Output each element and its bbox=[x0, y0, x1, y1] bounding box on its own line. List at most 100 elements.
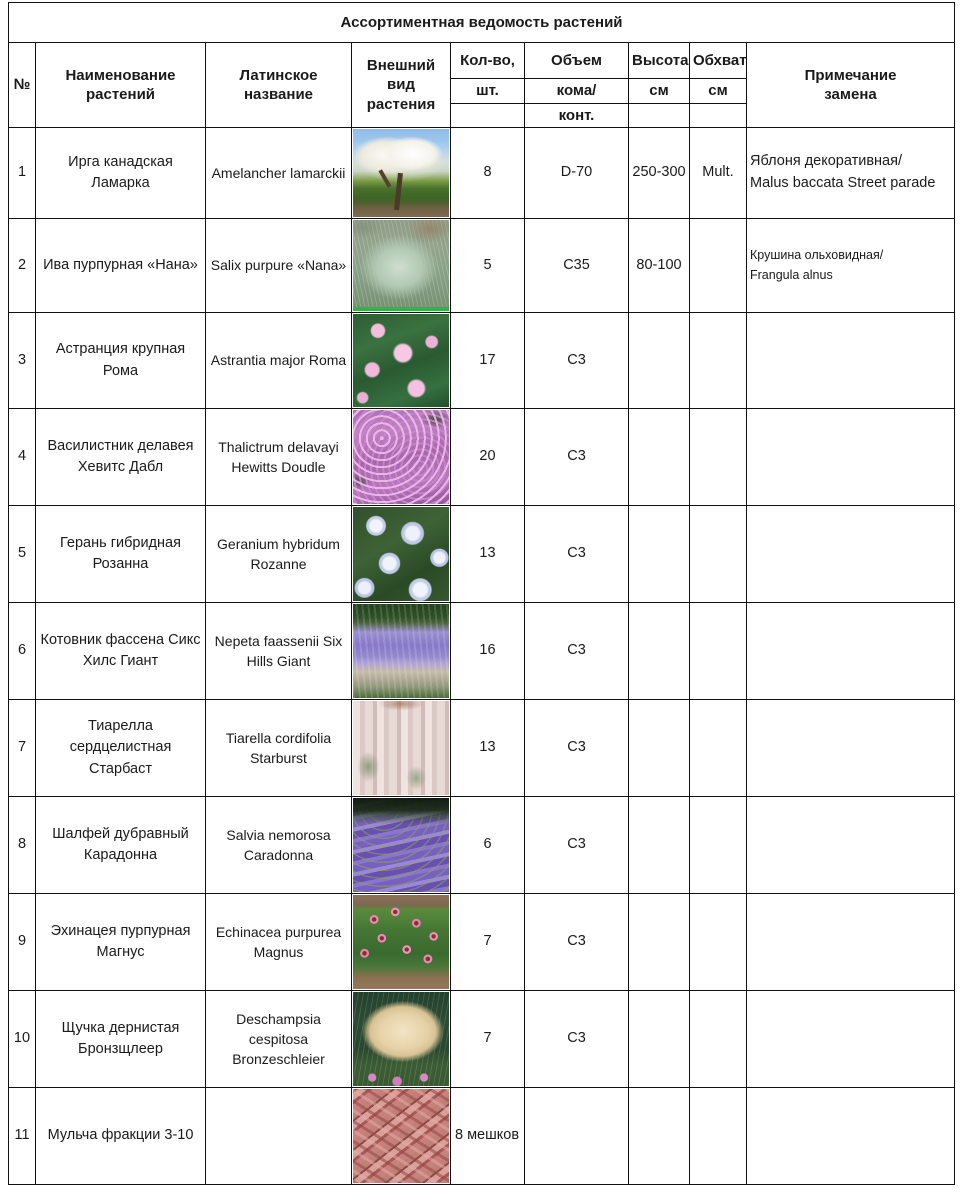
row-number: 7 bbox=[8, 699, 36, 797]
plant-name: Мульча фракции 3-10 bbox=[35, 1087, 206, 1185]
col-header-number: № bbox=[8, 42, 36, 128]
col-header-appearance: Внешний вид растения bbox=[351, 42, 451, 128]
table-row: 7 Тиарелла сердцелистная Старбаст Tiarel… bbox=[8, 699, 956, 797]
col-header-quantity-empty bbox=[450, 102, 525, 128]
table-row: 10 Щучка дернистая Бронзщлеер Deschampsi… bbox=[8, 990, 956, 1088]
latin-name: Astrantia major Roma bbox=[205, 312, 352, 409]
height-value bbox=[628, 602, 690, 700]
volume-value: C3 bbox=[524, 990, 629, 1088]
plant-photo-cell bbox=[351, 1087, 451, 1185]
row-number: 3 bbox=[8, 312, 36, 409]
table-row: 1 Ирга канадская Ламарка Amelancher lama… bbox=[8, 127, 956, 219]
col-header-latin-name: Латинское название bbox=[205, 42, 352, 128]
height-value bbox=[628, 893, 690, 991]
plant-name: Шалфей дубравный Карадонна bbox=[35, 796, 206, 894]
latin-name: Echinacea purpurea Magnus bbox=[205, 893, 352, 991]
row-number: 10 bbox=[8, 990, 36, 1088]
table-row: 9 Эхинацея пурпурная Магнус Echinacea pu… bbox=[8, 893, 956, 991]
col-header-note: Примечание замена bbox=[745, 42, 956, 128]
row-number: 5 bbox=[8, 505, 36, 603]
latin-name: Thalictrum delavayi Hewitts Doudle bbox=[205, 408, 352, 506]
plant-name: Астранция крупная Рома bbox=[35, 312, 206, 409]
col-header-volume-kont: конт. bbox=[524, 102, 629, 128]
girth-value bbox=[689, 505, 747, 603]
girth-value bbox=[689, 796, 747, 894]
note-value bbox=[745, 699, 956, 797]
volume-value: C3 bbox=[524, 699, 629, 797]
quantity-value: 5 bbox=[450, 218, 525, 313]
plant-photo-image bbox=[353, 129, 449, 217]
height-value: 250-300 bbox=[628, 127, 690, 219]
height-value bbox=[628, 1087, 690, 1185]
girth-value bbox=[689, 699, 747, 797]
volume-value: C3 bbox=[524, 312, 629, 409]
quantity-value: 8 bbox=[450, 127, 525, 219]
volume-value: C3 bbox=[524, 796, 629, 894]
plant-photo-cell bbox=[351, 312, 451, 409]
col-header-height-units: см bbox=[628, 78, 690, 104]
plant-photo-image bbox=[353, 895, 449, 989]
quantity-value: 7 bbox=[450, 990, 525, 1088]
note-value: Яблоня декоративная/ Malus baccata Stree… bbox=[745, 127, 956, 219]
table-row: 3 Астранция крупная Рома Astrantia major… bbox=[8, 312, 956, 409]
plant-photo-cell bbox=[351, 602, 451, 700]
col-header-volume: Объем bbox=[524, 42, 629, 79]
plant-name: Ирга канадская Ламарка bbox=[35, 127, 206, 219]
quantity-value: 20 bbox=[450, 408, 525, 506]
girth-value bbox=[689, 408, 747, 506]
volume-value: C35 bbox=[524, 218, 629, 313]
plant-name: Василистник делавея Хевитс Дабл bbox=[35, 408, 206, 506]
col-header-plant-name: Наименование растений bbox=[35, 42, 206, 128]
plant-photo-image bbox=[353, 701, 449, 795]
plant-name: Герань гибридная Розанна bbox=[35, 505, 206, 603]
plant-name: Ива пурпурная «Нана» bbox=[35, 218, 206, 313]
row-number: 2 bbox=[8, 218, 36, 313]
col-header-height: Высота bbox=[628, 42, 690, 79]
quantity-value: 13 bbox=[450, 505, 525, 603]
row-number: 8 bbox=[8, 796, 36, 894]
row-number: 6 bbox=[8, 602, 36, 700]
plant-photo-image bbox=[353, 992, 449, 1086]
height-value bbox=[628, 796, 690, 894]
table-row: 6 Котовник фассена Сикс Хилс Гиант Nepet… bbox=[8, 602, 956, 700]
plant-name: Котовник фассена Сикс Хилс Гиант bbox=[35, 602, 206, 700]
quantity-value: 7 bbox=[450, 893, 525, 991]
header-row-top: № Наименование растений Латинское назван… bbox=[8, 42, 956, 128]
height-value bbox=[628, 312, 690, 409]
quantity-value: 13 bbox=[450, 699, 525, 797]
height-value bbox=[628, 408, 690, 506]
latin-name: Salvia nemorosa Caradonna bbox=[205, 796, 352, 894]
girth-value bbox=[689, 602, 747, 700]
row-number: 1 bbox=[8, 127, 36, 219]
note-value bbox=[745, 990, 956, 1088]
height-value: 80-100 bbox=[628, 218, 690, 313]
table-row: 2 Ива пурпурная «Нана» Salix purpure «Na… bbox=[8, 218, 956, 313]
col-header-girth-empty bbox=[689, 102, 747, 128]
plant-photo-image bbox=[353, 220, 449, 311]
volume-value: C3 bbox=[524, 602, 629, 700]
girth-value bbox=[689, 218, 747, 313]
height-value bbox=[628, 505, 690, 603]
note-value bbox=[745, 505, 956, 603]
note-value bbox=[745, 408, 956, 506]
latin-name: Salix purpure «Nana» bbox=[205, 218, 352, 313]
note-value bbox=[745, 893, 956, 991]
table-row: 8 Шалфей дубравный Карадонна Salvia nemo… bbox=[8, 796, 956, 894]
title-row: Ассортиментная ведомость растений bbox=[7, 2, 956, 43]
plant-photo-cell bbox=[351, 699, 451, 797]
col-header-volume-koma: кома/ bbox=[524, 78, 629, 104]
plant-name: Щучка дернистая Бронзщлеер bbox=[35, 990, 206, 1088]
plant-photo-cell bbox=[351, 218, 451, 313]
note-value bbox=[745, 1087, 956, 1185]
latin-name: Deschampsia cespitosa Bronzeschleier bbox=[205, 990, 352, 1088]
latin-name bbox=[205, 1087, 352, 1185]
col-header-height-empty bbox=[628, 102, 690, 128]
volume-value: D-70 bbox=[524, 127, 629, 219]
latin-name: Amelancher lamarckii bbox=[205, 127, 352, 219]
quantity-value: 16 bbox=[450, 602, 525, 700]
latin-name: Nepeta faassenii Six Hills Giant bbox=[205, 602, 352, 700]
plant-photo-image bbox=[353, 798, 449, 892]
latin-name: Geranium hybridum Rozanne bbox=[205, 505, 352, 603]
note-value bbox=[745, 796, 956, 894]
